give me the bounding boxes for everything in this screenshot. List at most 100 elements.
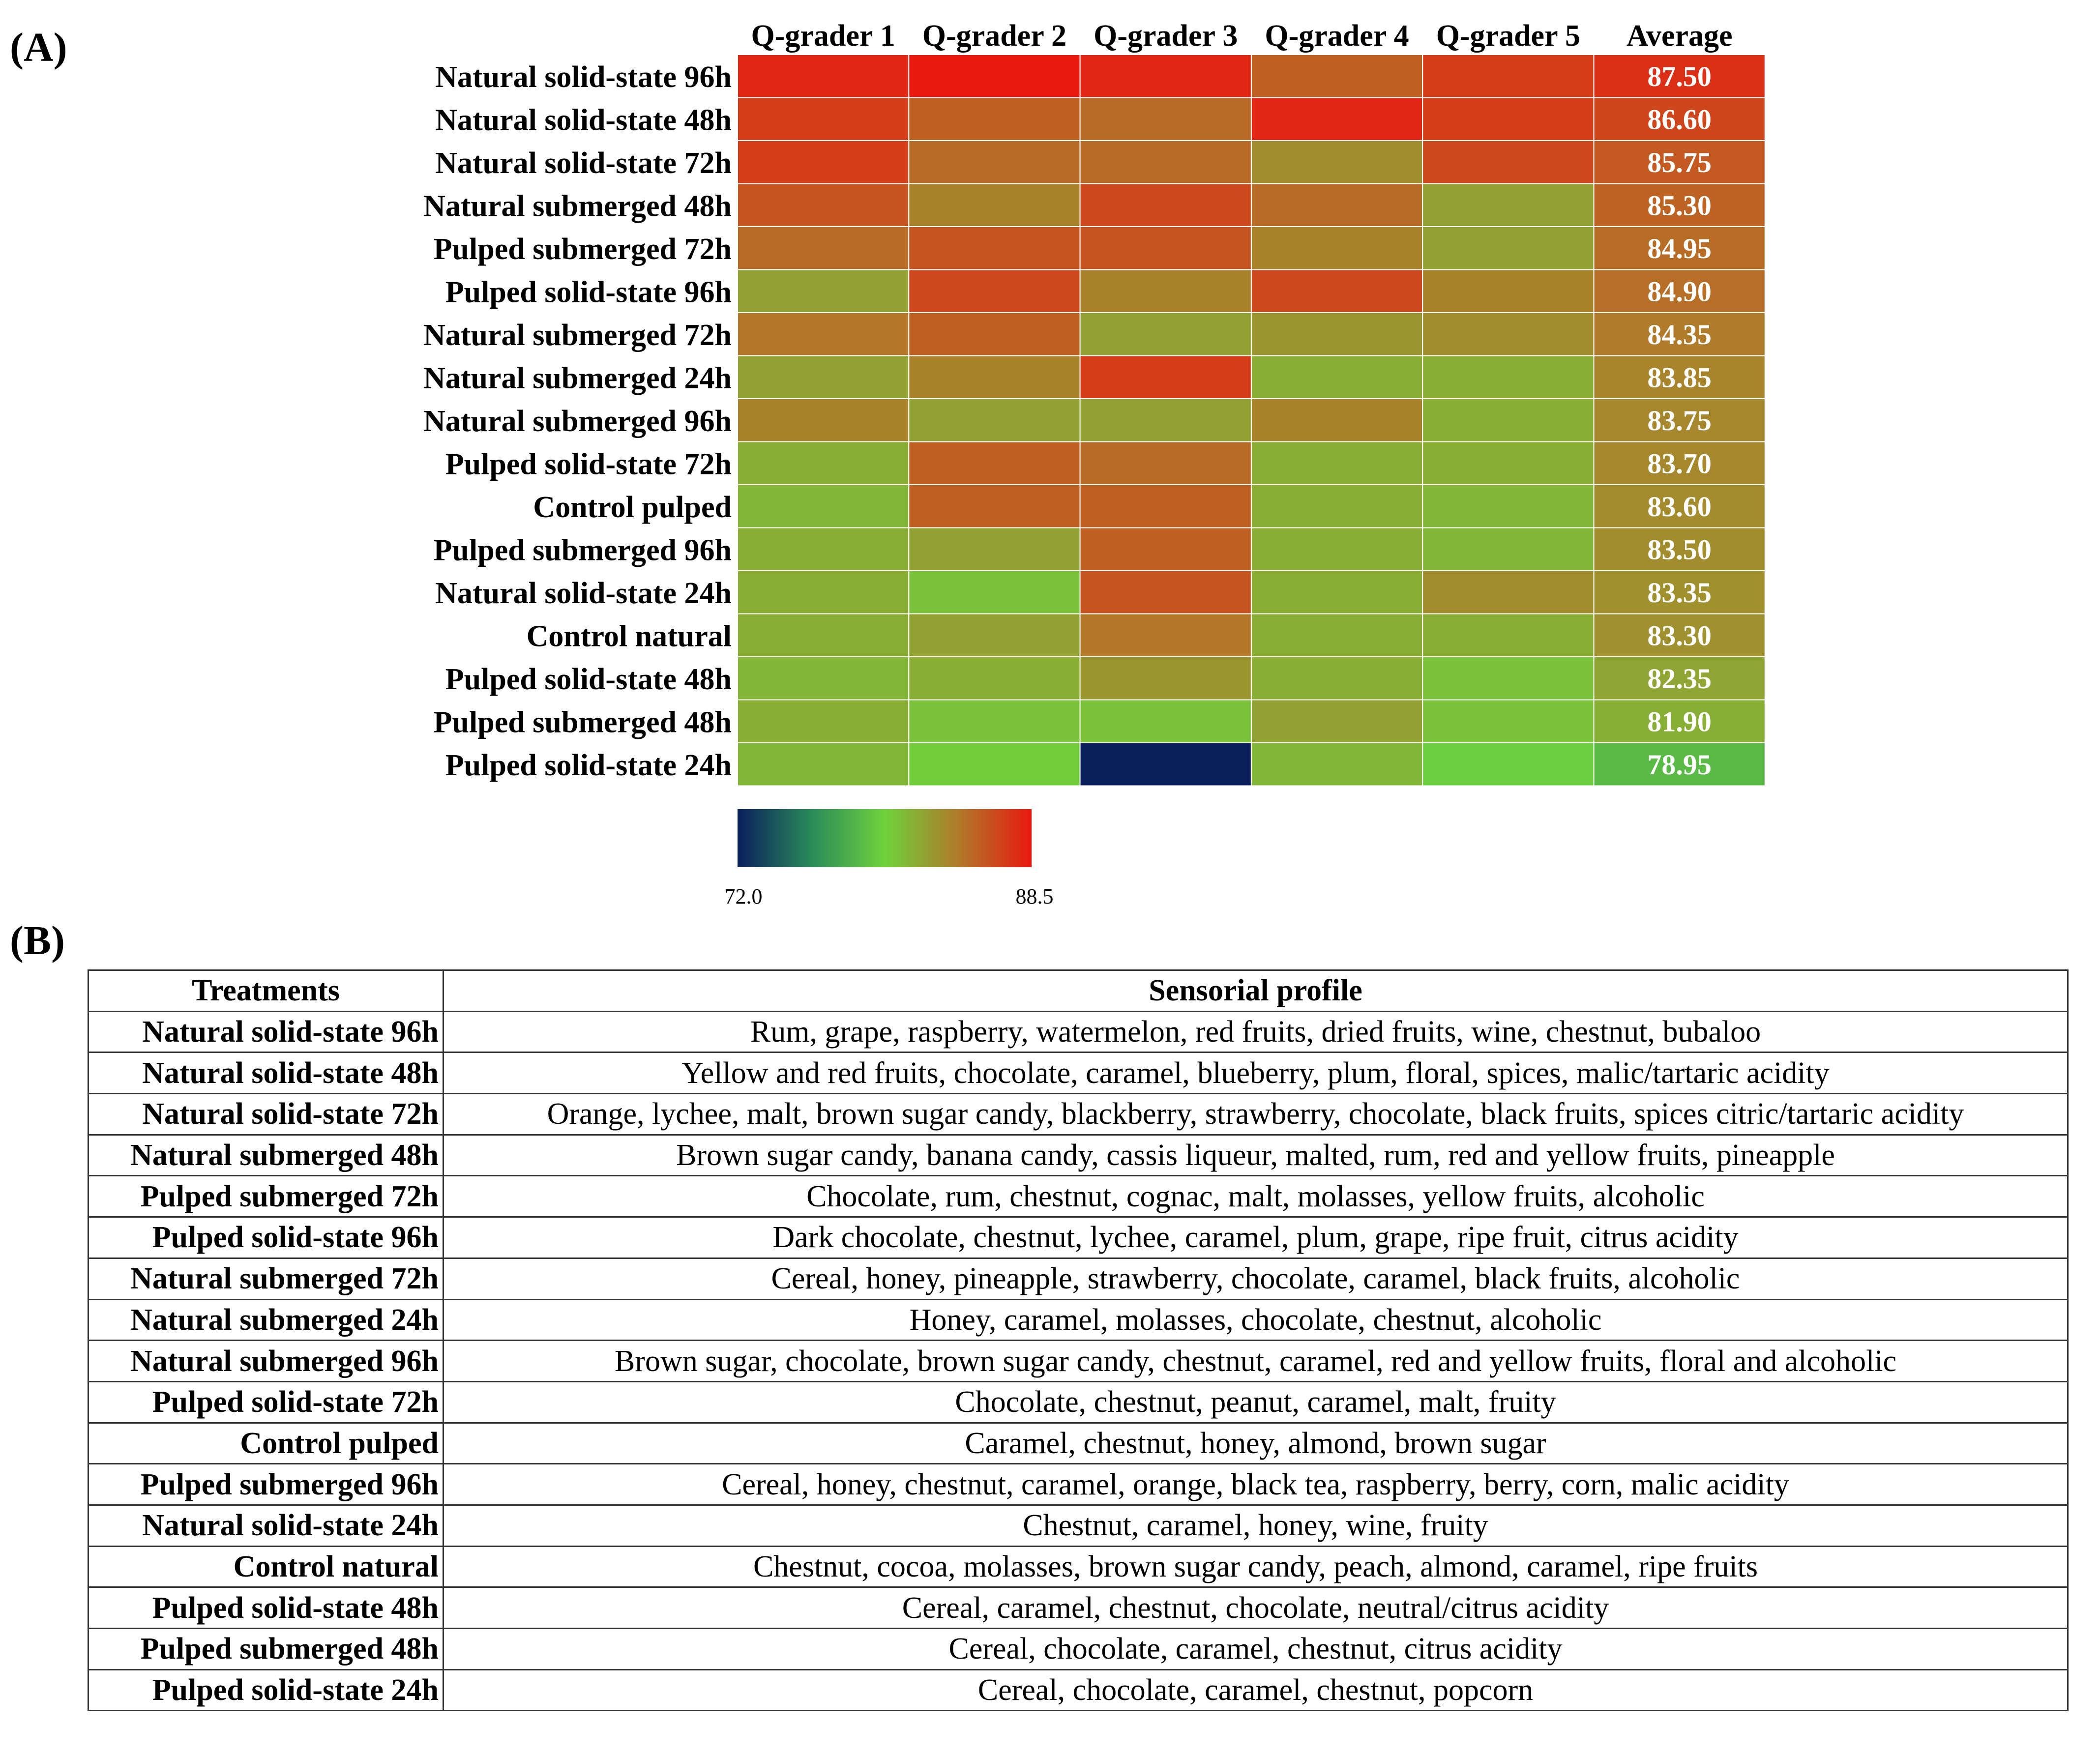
treatment-cell: Control natural (88, 1545, 444, 1588)
heatmap-cell (737, 54, 910, 98)
treatment-cell: Pulped submerged 72h (88, 1175, 444, 1218)
table-row: Pulped submerged 96h Cereal, honey, chest… (88, 1463, 2069, 1506)
treatment-cell: Control pulped (88, 1422, 444, 1465)
treatment-cell: Natural submerged 24h (88, 1298, 444, 1342)
column-header: Q-grader 4 (1265, 19, 1409, 53)
average-value-label: 84.95 (1647, 233, 1712, 264)
heatmap-cell (1079, 355, 1252, 399)
row-label: Pulped solid-state 48h (445, 663, 732, 696)
heatmap-cell (1422, 699, 1595, 743)
average-value-label: 82.35 (1647, 663, 1712, 695)
heatmap-cell (908, 398, 1081, 442)
heatmap-cell (737, 441, 910, 485)
heatmap-cell (1593, 699, 1766, 743)
heatmap-cell (1250, 527, 1423, 571)
average-value-label: 85.30 (1647, 189, 1712, 221)
treatment-cell: Natural solid-state 96h (88, 1010, 444, 1053)
heatmap-cell (908, 183, 1081, 227)
heatmap-cell (1422, 226, 1595, 270)
heatmap-cell (1593, 570, 1766, 614)
treatment-cell: Pulped submerged 48h (88, 1628, 444, 1670)
average-value-label: 87.50 (1647, 60, 1712, 92)
profile-cell: Chocolate, rum, chestnut, cognac, malt, … (443, 1175, 2069, 1218)
profile-cell: Dark chocolate, chestnut, lychee, carame… (443, 1216, 2069, 1259)
treatment-cell: Pulped solid-state 24h (88, 1668, 444, 1712)
treatment-cell: Natural solid-state 48h (88, 1052, 444, 1095)
average-value-label: 83.50 (1647, 533, 1712, 565)
row-label: Natural submerged 48h (423, 189, 732, 223)
average-value-label: 84.90 (1647, 275, 1712, 307)
heatmap-cell (908, 441, 1081, 485)
heatmap-cell (1593, 527, 1766, 571)
profile-cell: Cereal, chocolate, caramel, chestnut, ci… (443, 1628, 2069, 1670)
row-label: Pulped submerged 72h (434, 233, 732, 266)
heatmap-cell (1079, 398, 1252, 442)
row-label: Natural solid-state 96h (435, 60, 732, 94)
heatmap-cell (1250, 54, 1423, 98)
heatmap-cell (1593, 398, 1766, 442)
heatmap-cell (737, 398, 910, 442)
heatmap-cell (1593, 97, 1766, 141)
heatmap-cell (1422, 312, 1595, 356)
column-header: Average (1627, 19, 1733, 53)
heatmap-cell (1079, 226, 1252, 270)
panel-b-label: (B) (10, 918, 65, 964)
treatment-cell: Pulped submerged 96h (88, 1463, 444, 1506)
heatmap-cell (908, 699, 1081, 743)
treatment-cell: Pulped solid-state 96h (88, 1216, 444, 1259)
heatmap-cell (1422, 355, 1595, 399)
heatmap-cell (1593, 312, 1766, 356)
column-header: Q-grader 2 (922, 19, 1066, 53)
heatmap-cell (1079, 441, 1252, 485)
heatmap-cell (1079, 570, 1252, 614)
heatmap-cell (1422, 54, 1595, 98)
heatmap-cell (1593, 441, 1766, 485)
heatmap-cell (908, 613, 1081, 657)
heatmap-cell (737, 269, 910, 313)
heatmap-cell (737, 484, 910, 528)
heatmap-cell (1422, 269, 1595, 313)
color-scale-min-label: 72.0 (725, 884, 763, 908)
row-labels: Natural solid-state 96h Natural solid-sta… (423, 60, 732, 782)
average-value-label: 83.35 (1647, 577, 1712, 609)
heatmap-cell (1250, 656, 1423, 701)
row-label: Natural solid-state 24h (435, 577, 732, 610)
average-value-label: 83.60 (1647, 491, 1712, 523)
row-label: Natural submerged 24h (423, 361, 732, 395)
treatments-header: Treatments (88, 969, 444, 1012)
heatmap-cell (737, 699, 910, 743)
treatment-cell: Pulped solid-state 72h (88, 1380, 444, 1424)
table-header-row: Treatments Sensorial profile (88, 969, 2069, 1012)
heatmap-cell (737, 570, 910, 614)
table-row: Natural submerged 96h Brown sugar, chocol… (88, 1340, 2069, 1382)
heatmap-cell (1250, 312, 1423, 356)
heatmap-cell (1422, 140, 1595, 184)
table-row: Pulped submerged 72h Chocolate, rum, ches… (88, 1175, 2069, 1218)
color-scale-max-label: 88.5 (1016, 884, 1054, 908)
heatmap-cell (1593, 355, 1766, 399)
heatmap-cell (908, 97, 1081, 141)
heatmap-cell (908, 269, 1081, 313)
heatmap-cell (908, 570, 1081, 614)
profile-cell: Brown sugar candy, banana candy, cassis … (443, 1134, 2069, 1177)
row-label: Pulped submerged 96h (434, 533, 732, 567)
heatmap-cell (737, 613, 910, 657)
heatmap-cell (908, 527, 1081, 571)
profile-cell: Cereal, chocolate, caramel, chestnut, po… (443, 1668, 2069, 1712)
profile-cell: Cereal, caramel, chestnut, chocolate, ne… (443, 1586, 2069, 1629)
heatmap-cell (737, 226, 910, 270)
heatmap-cell (1250, 140, 1423, 184)
treatment-cell: Natural solid-state 24h (88, 1504, 444, 1547)
heatmap-cell (737, 656, 910, 701)
heatmap-cell (1250, 183, 1423, 227)
average-value-label: 84.35 (1647, 319, 1712, 351)
table-row: Natural solid-state 72h Orange, lychee, m… (88, 1093, 2069, 1136)
treatment-cell: Natural solid-state 72h (88, 1093, 444, 1136)
table-row: Natural solid-state 96h Rum, grape, raspb… (88, 1010, 2069, 1053)
row-label: Control natural (527, 619, 732, 653)
table-row: Control natural Chestnut, cocoa, molasses… (88, 1545, 2069, 1588)
table-row: Natural solid-state 48h Yellow and red fr… (88, 1052, 2069, 1095)
heatmap-cell (1079, 742, 1252, 787)
color-legend: 72.0 88.5 (725, 809, 1054, 908)
heatmap-cell (737, 312, 910, 356)
